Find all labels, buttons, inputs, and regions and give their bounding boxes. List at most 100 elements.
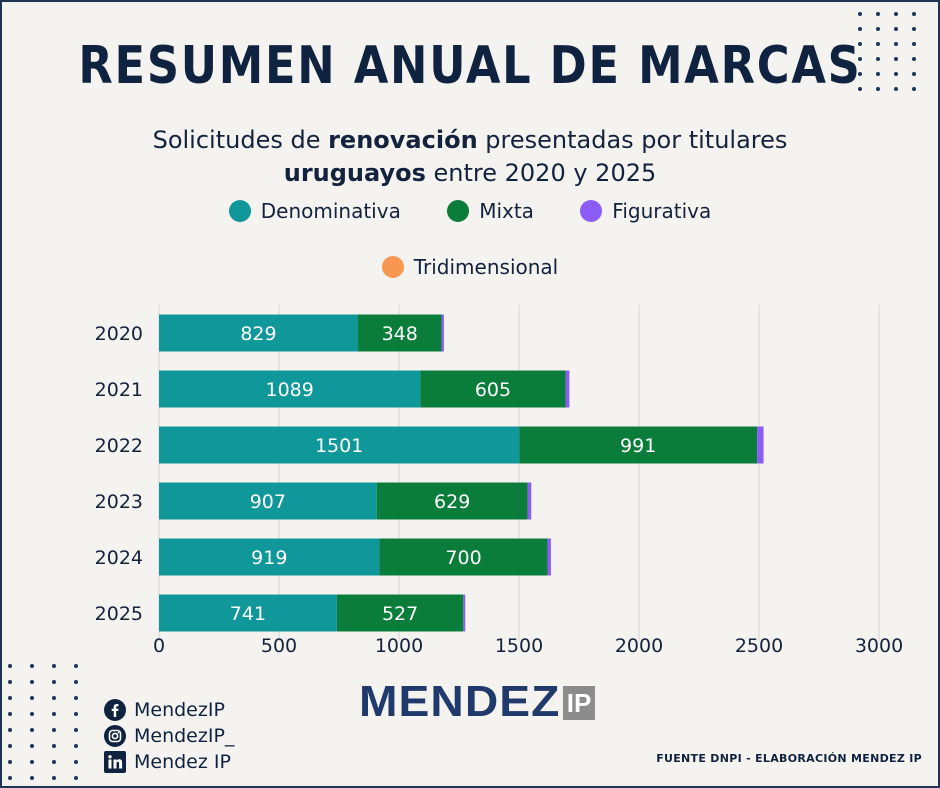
facebook-handle: MendezIP — [134, 699, 225, 721]
legend-swatch — [580, 200, 603, 222]
social-facebook[interactable]: MendezIP — [104, 699, 225, 721]
bar-mixta — [519, 426, 758, 464]
data-label: 629 — [434, 491, 470, 513]
bar-mixta — [379, 538, 548, 576]
bar-denominativa — [159, 594, 337, 632]
decorative-dot — [894, 42, 898, 46]
decorative-dot — [30, 776, 34, 780]
social-instagram[interactable]: MendezIP_ — [104, 725, 234, 747]
decorative-dot — [74, 712, 78, 716]
data-label: 348 — [382, 323, 418, 345]
x-tick-label: 1500 — [495, 635, 543, 657]
decorative-dot — [912, 57, 916, 61]
decorative-dot — [30, 712, 34, 716]
decorative-dot — [74, 744, 78, 748]
facebook-icon — [104, 699, 126, 721]
decorative-dot — [876, 12, 880, 16]
decorative-dot — [858, 12, 862, 16]
decorative-dot — [894, 12, 898, 16]
decorative-dot — [912, 27, 916, 31]
legend-row-2: Tridimensional — [0, 255, 940, 283]
bar-figurativa — [441, 314, 444, 352]
logo-badge: IP — [562, 686, 596, 720]
page-title: RESUMEN ANUAL DE MARCAS — [78, 36, 862, 96]
data-label: 1501 — [315, 435, 363, 457]
y-tick-label: 2021 — [95, 379, 143, 401]
x-tick-label: 500 — [261, 635, 297, 657]
data-label: 605 — [475, 379, 511, 401]
bar-denominativa — [159, 426, 520, 464]
instagram-handle: MendezIP_ — [134, 725, 235, 747]
data-label: 991 — [620, 435, 656, 457]
y-tick-label: 2024 — [95, 547, 143, 569]
instagram-icon — [104, 725, 126, 747]
data-label: 829 — [240, 323, 276, 345]
legend-item-mixta: Mixta — [447, 199, 534, 223]
bar-denominativa — [159, 538, 380, 576]
decorative-dot — [8, 760, 12, 764]
x-tick-label: 2500 — [735, 635, 783, 657]
decorative-dot — [876, 42, 880, 46]
decorative-dot — [52, 712, 56, 716]
decorative-dot — [30, 696, 34, 700]
decorative-dot — [894, 87, 898, 91]
decorative-dot — [894, 57, 898, 61]
bar-denominativa — [159, 482, 377, 520]
decorative-dot — [8, 728, 12, 732]
decorative-dot — [30, 664, 34, 668]
decorative-dot — [912, 42, 916, 46]
chart-subtitle: Solicitudes de renovación presentadas po… — [152, 126, 788, 187]
data-label: 1089 — [266, 379, 314, 401]
bar-figurativa — [463, 594, 466, 632]
source-note: FUENTE DNPI - ELABORACIÓN MENDEZ IP — [656, 752, 922, 765]
legend-swatch — [447, 200, 470, 222]
x-tick-label: 3000 — [855, 635, 903, 657]
decorative-dot — [74, 760, 78, 764]
decorative-dot — [858, 27, 862, 31]
linkedin-handle: Mendez IP — [134, 751, 231, 773]
x-tick-label: 1000 — [375, 635, 423, 657]
decorative-dot — [876, 87, 880, 91]
decorative-dot — [858, 57, 862, 61]
decorative-dot — [52, 728, 56, 732]
decorative-dot — [858, 72, 862, 76]
bar-mixta — [420, 370, 566, 408]
legend-swatch — [228, 200, 251, 222]
decorative-dot — [74, 776, 78, 780]
decorative-dot — [74, 728, 78, 732]
bar-denominativa — [159, 314, 358, 352]
bar-mixta — [357, 314, 442, 352]
decorative-dot — [52, 776, 56, 780]
decorative-dot — [876, 27, 880, 31]
social-linkedin[interactable]: Mendez IP — [104, 751, 231, 773]
bar-figurativa — [565, 370, 570, 408]
decorative-dot — [876, 72, 880, 76]
decorative-dot — [912, 87, 916, 91]
y-tick-label: 2022 — [95, 435, 143, 457]
data-label: 700 — [445, 547, 481, 569]
decorative-dot — [30, 728, 34, 732]
decorative-dot — [876, 57, 880, 61]
decorative-dot — [8, 664, 12, 668]
decorative-dot — [30, 680, 34, 684]
decorative-dot — [52, 760, 56, 764]
decorative-dot — [912, 72, 916, 76]
legend-swatch — [381, 256, 404, 278]
legend-row-1: Denominativa Mixta Figurativa — [0, 199, 940, 227]
mendez-ip-logo: MENDEZ IP — [359, 680, 596, 724]
bar-mixta — [336, 594, 464, 632]
decorative-dot — [74, 664, 78, 668]
data-label: 919 — [251, 547, 287, 569]
decorative-dot — [52, 664, 56, 668]
decorative-dot — [8, 776, 12, 780]
decorative-dot — [74, 680, 78, 684]
y-tick-label: 2023 — [95, 491, 143, 513]
bar-denominativa — [159, 370, 421, 408]
y-tick-label: 2025 — [95, 603, 143, 625]
bar-figurativa — [527, 482, 532, 520]
data-label: 527 — [382, 603, 418, 625]
decorative-dots-bottom-left — [8, 664, 78, 784]
stacked-bar-chart: 0 500 1000 1500 2000 2500 3000 2020 829 348 2021 10… — [95, 305, 903, 657]
bar-mixta — [376, 482, 528, 520]
data-label: 907 — [250, 491, 286, 513]
